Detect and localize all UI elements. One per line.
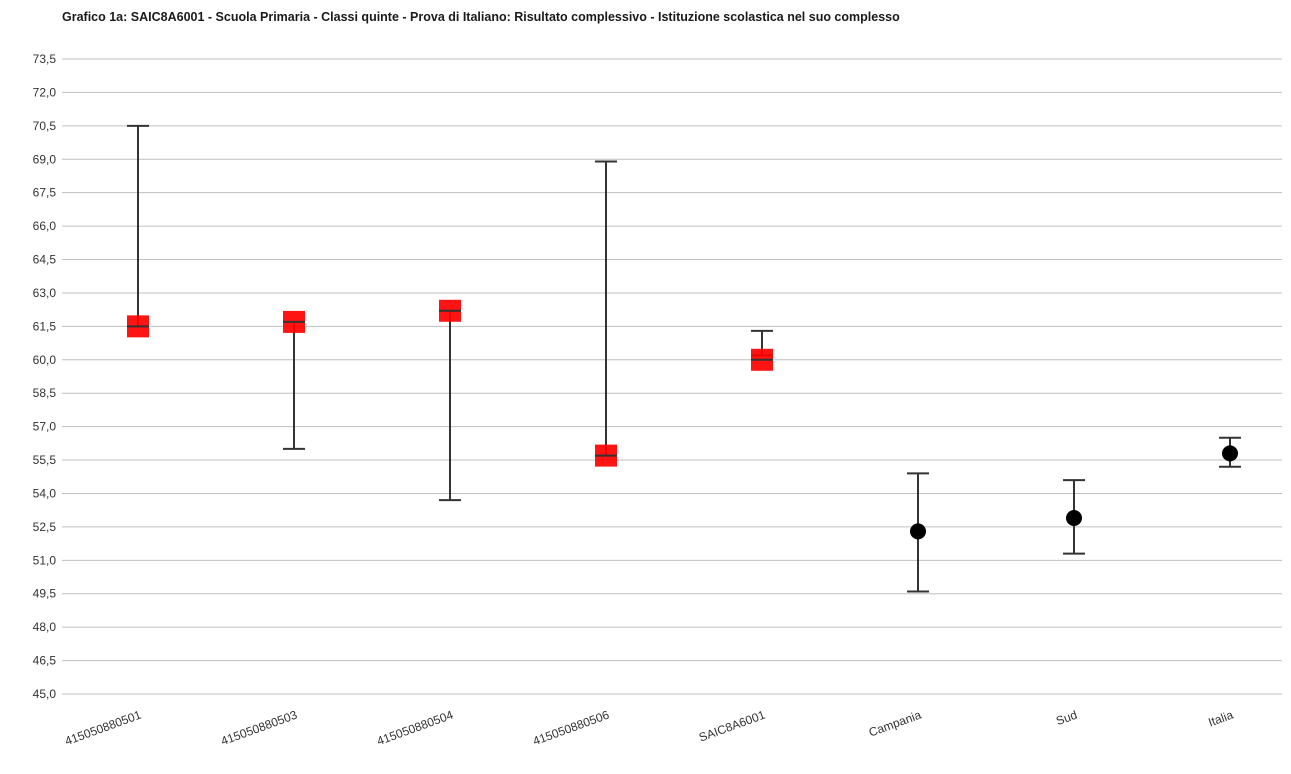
y-tick-label: 61,5	[33, 319, 57, 333]
x-category-label: 415050880501	[63, 708, 143, 749]
y-tick-label: 67,5	[33, 186, 57, 200]
x-category-label: Sud	[1054, 708, 1079, 728]
x-category-label: Italia	[1206, 708, 1235, 730]
y-tick-label: 64,5	[33, 253, 57, 267]
y-tick-label: 69,0	[33, 152, 57, 166]
x-axis-category-labels: 415050880501 415050880503 415050880504 4150…	[63, 708, 1235, 749]
y-tick-label: 51,0	[33, 553, 57, 567]
x-category-label: SAIC8A6001	[697, 708, 767, 745]
x-category-label: Campania	[867, 708, 923, 740]
y-tick-label: 73,5	[33, 52, 57, 66]
y-tick-label: 57,0	[33, 420, 57, 434]
chart-title: Grafico 1a: SAIC8A6001 - Scuola Primaria…	[62, 10, 900, 24]
y-tick-label: 45,0	[33, 687, 57, 701]
x-category-label: 415050880506	[531, 708, 611, 749]
y-tick-label: 60,0	[33, 353, 57, 367]
x-category-label: 415050880504	[375, 708, 455, 749]
y-tick-label: 58,5	[33, 386, 57, 400]
data-markers	[127, 299, 1238, 540]
data-point-circle	[910, 523, 926, 540]
y-tick-label: 63,0	[33, 286, 57, 300]
data-point-circle	[1066, 509, 1082, 526]
y-tick-label: 49,5	[33, 587, 57, 601]
y-tick-label: 66,0	[33, 219, 57, 233]
y-tick-label: 70,5	[33, 119, 57, 133]
data-point-circle	[1222, 445, 1238, 462]
x-category-label: 415050880503	[219, 708, 299, 749]
y-tick-label: 52,5	[33, 520, 57, 534]
y-tick-label: 48,0	[33, 620, 57, 634]
y-tick-label: 46,5	[33, 654, 57, 668]
y-axis-tick-labels: 45,0 46,5 48,0 49,5 51,0 52,5 54,0 55,5 57,0 58,5…	[33, 52, 57, 701]
y-tick-label: 54,0	[33, 486, 57, 500]
y-tick-label: 55,5	[33, 453, 57, 467]
gridlines	[62, 58, 1282, 695]
y-tick-label: 72,0	[33, 85, 57, 99]
